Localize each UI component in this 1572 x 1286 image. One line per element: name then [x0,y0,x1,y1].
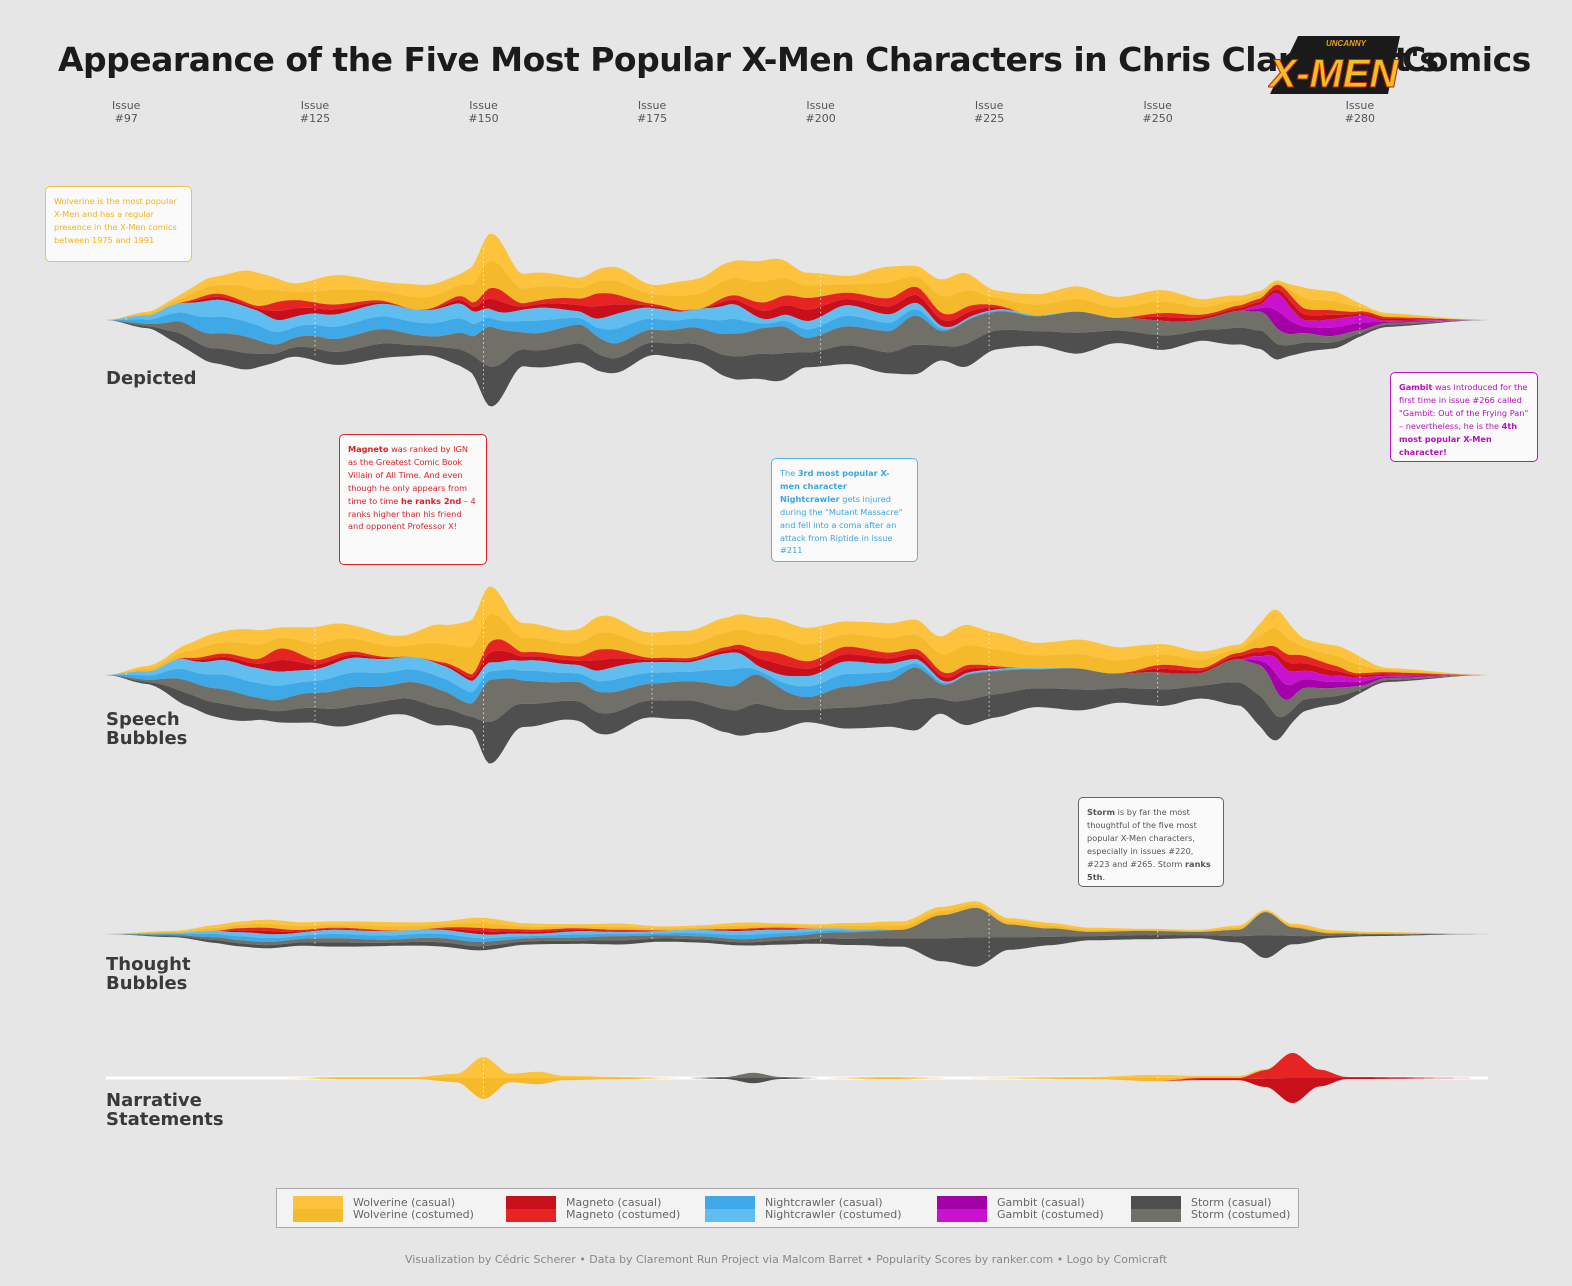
stream-storm-costumed [106,659,1488,722]
stream-wolverine-costumed [106,586,1488,675]
stream-wolverine-costumed [106,233,1488,320]
panel-speech-bubbles [106,586,1488,764]
stream-storm-costumed [106,907,1488,947]
legend-label-casual: Nightcrawler (casual) [765,1196,883,1209]
stream-magneto-casual [106,648,1488,682]
stream-nightcrawler-casual [106,907,1488,942]
gambit-annotation: Gambit was introduced for the first time… [1390,372,1538,462]
x-tick-label: Issue #280 [1345,99,1375,125]
note-bold: 3rd most popular X-men character Nightcr… [780,468,890,504]
stream-storm-costumed [106,310,1488,367]
legend-label-casual: Magneto (casual) [566,1196,662,1209]
x-tick-label: Issue #150 [468,99,498,125]
stream-wolverine-casual [106,613,1488,675]
x-tick-label: Issue #97 [112,99,141,125]
stream-nightcrawler-casual [106,293,1488,345]
magneto-annotation: Magneto was ranked by IGN as the Greates… [339,434,487,565]
credits: Visualization by Cédric Scherer • Data b… [404,1253,1168,1266]
row-labels: DepictedSpeechBubblesThoughtBubblesNarra… [106,368,224,1130]
legend-swatch [293,1196,343,1222]
streams [106,233,1488,1104]
x-tick-label: Issue #225 [974,99,1004,125]
logo-big-text: X-MEN [1268,52,1400,96]
row-label: Statements [106,1109,224,1130]
stream-nightcrawler-casual [106,654,1488,704]
stream-nightcrawler-costumed [106,293,1488,333]
legend-swatch [1131,1196,1181,1222]
panel-depicted [106,233,1488,407]
stream-magneto-casual [106,907,1488,935]
legend-label-costumed: Nightcrawler (costumed) [765,1208,902,1221]
title-text: Appearance of the Five Most Popular X-Me… [58,40,1439,79]
legend-swatch [937,1196,987,1222]
legend-swatch [506,1196,556,1222]
note-bold: he ranks 2nd [401,495,462,506]
note-text: – 4 ranks higher than his friend and opp… [348,495,476,532]
stream-storm-casual [106,675,1488,764]
wolverine-annotation: Wolverine is the most popular X-Men and … [45,186,192,262]
note-text: Wolverine is the most popular X-Men and … [54,196,177,245]
stream-nightcrawler-costumed [106,652,1488,693]
legend-label-casual: Wolverine (casual) [353,1196,455,1209]
stream-magneto-casual [106,289,1488,328]
storm-annotation: Storm is by far the most thoughtful of t… [1078,797,1224,887]
legend-label-costumed: Gambit (costumed) [997,1208,1104,1221]
x-tick-label: Issue #200 [805,99,835,125]
row-label: Bubbles [106,728,187,749]
note-text: . [1102,871,1106,882]
stream-nightcrawler-costumed [106,907,1488,939]
note-text: was ranked by IGN as the Greatest Comic … [348,444,469,506]
legend-swatch [705,1196,755,1222]
panel-thought-bubbles [106,901,1488,967]
legend-label-costumed: Magneto (costumed) [566,1208,681,1221]
stream-wolverine-casual [106,904,1488,934]
note-text: is by far the most thoughtful of the fiv… [1087,807,1197,869]
stream-magneto-costumed [106,639,1488,678]
legend-label-casual: Gambit (casual) [997,1196,1085,1209]
note-text: The [780,468,798,478]
note-bold: Storm [1087,807,1116,817]
x-tick-label: Issue #250 [1143,99,1173,125]
row-label: Narrative [106,1090,202,1111]
stream-magneto-costumed [106,284,1488,321]
stream-wolverine-casual [106,260,1488,320]
x-axis-ticks: Issue #97 Issue #125 Issue #150 Issue #175 Issue… [112,99,1375,125]
logo-small-text: UNCANNY [1326,39,1367,48]
x-tick-label: Issue #125 [300,99,330,125]
row-label: Depicted [106,368,197,389]
row-label: Bubbles [106,973,187,994]
row-label: Thought [106,954,191,975]
stream-storm-casual [106,934,1488,967]
note-bold: ranks 5th [1087,858,1211,882]
legend-label-costumed: Wolverine (costumed) [353,1208,474,1221]
issue-guides [125,247,1361,1097]
note-bold: Magneto [348,444,389,454]
note-bold: 4th most popular X-Men character! [1399,420,1518,457]
chart-title: Appearance of the Five Most Popular X-Me… [0,18,1572,97]
row-label: Speech [106,709,180,730]
panel-narrative-statements [106,1052,1488,1104]
stream-storm-casual [106,320,1488,407]
note-text: gets injured during the "Mutant Massacre… [780,493,903,556]
legend-label-costumed: Storm (costumed) [1191,1208,1291,1221]
legend-label-casual: Storm (casual) [1191,1196,1272,1209]
title-text-end: Comics [1402,40,1531,79]
nightcrawler-annotation: The 3rd most popular X-men character Nig… [771,458,918,562]
x-tick-label: Issue #175 [637,99,667,125]
xmen-logo: UNCANNY X-MEN [1268,36,1400,97]
note-bold: Gambit [1399,382,1433,392]
legend: Wolverine (casual) Wolverine (costumed) M… [276,1188,1299,1228]
stream-magneto-costumed [106,907,1488,934]
note-text: was introduced for the first time in iss… [1399,382,1529,431]
